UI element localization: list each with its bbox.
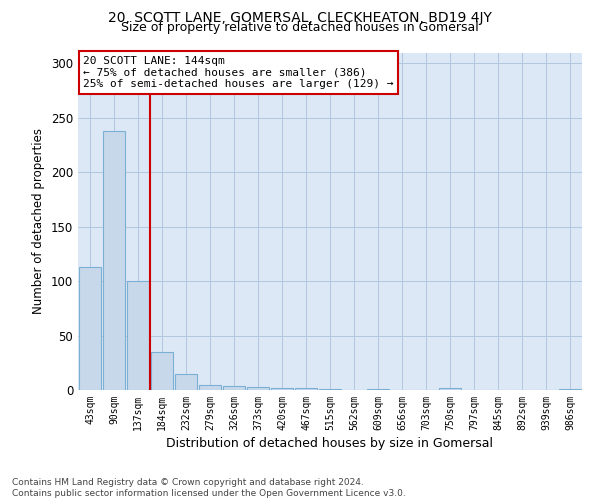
Text: Contains HM Land Registry data © Crown copyright and database right 2024.
Contai: Contains HM Land Registry data © Crown c… [12,478,406,498]
Text: 20 SCOTT LANE: 144sqm
← 75% of detached houses are smaller (386)
25% of semi-det: 20 SCOTT LANE: 144sqm ← 75% of detached … [83,56,394,89]
Bar [199,384,221,390]
Bar [175,374,197,390]
Bar [247,386,269,390]
X-axis label: Distribution of detached houses by size in Gomersal: Distribution of detached houses by size … [167,437,493,450]
Text: 20, SCOTT LANE, GOMERSAL, CLECKHEATON, BD19 4JY: 20, SCOTT LANE, GOMERSAL, CLECKHEATON, B… [108,11,492,25]
Y-axis label: Number of detached properties: Number of detached properties [32,128,46,314]
Text: Size of property relative to detached houses in Gomersal: Size of property relative to detached ho… [121,22,479,35]
Bar [439,388,461,390]
Bar [271,388,293,390]
Bar [103,131,125,390]
Bar [151,352,173,390]
Bar [295,388,317,390]
Bar [223,386,245,390]
Bar [319,389,341,390]
Bar [559,389,581,390]
Bar [79,267,101,390]
Bar [127,281,149,390]
Bar [367,389,389,390]
